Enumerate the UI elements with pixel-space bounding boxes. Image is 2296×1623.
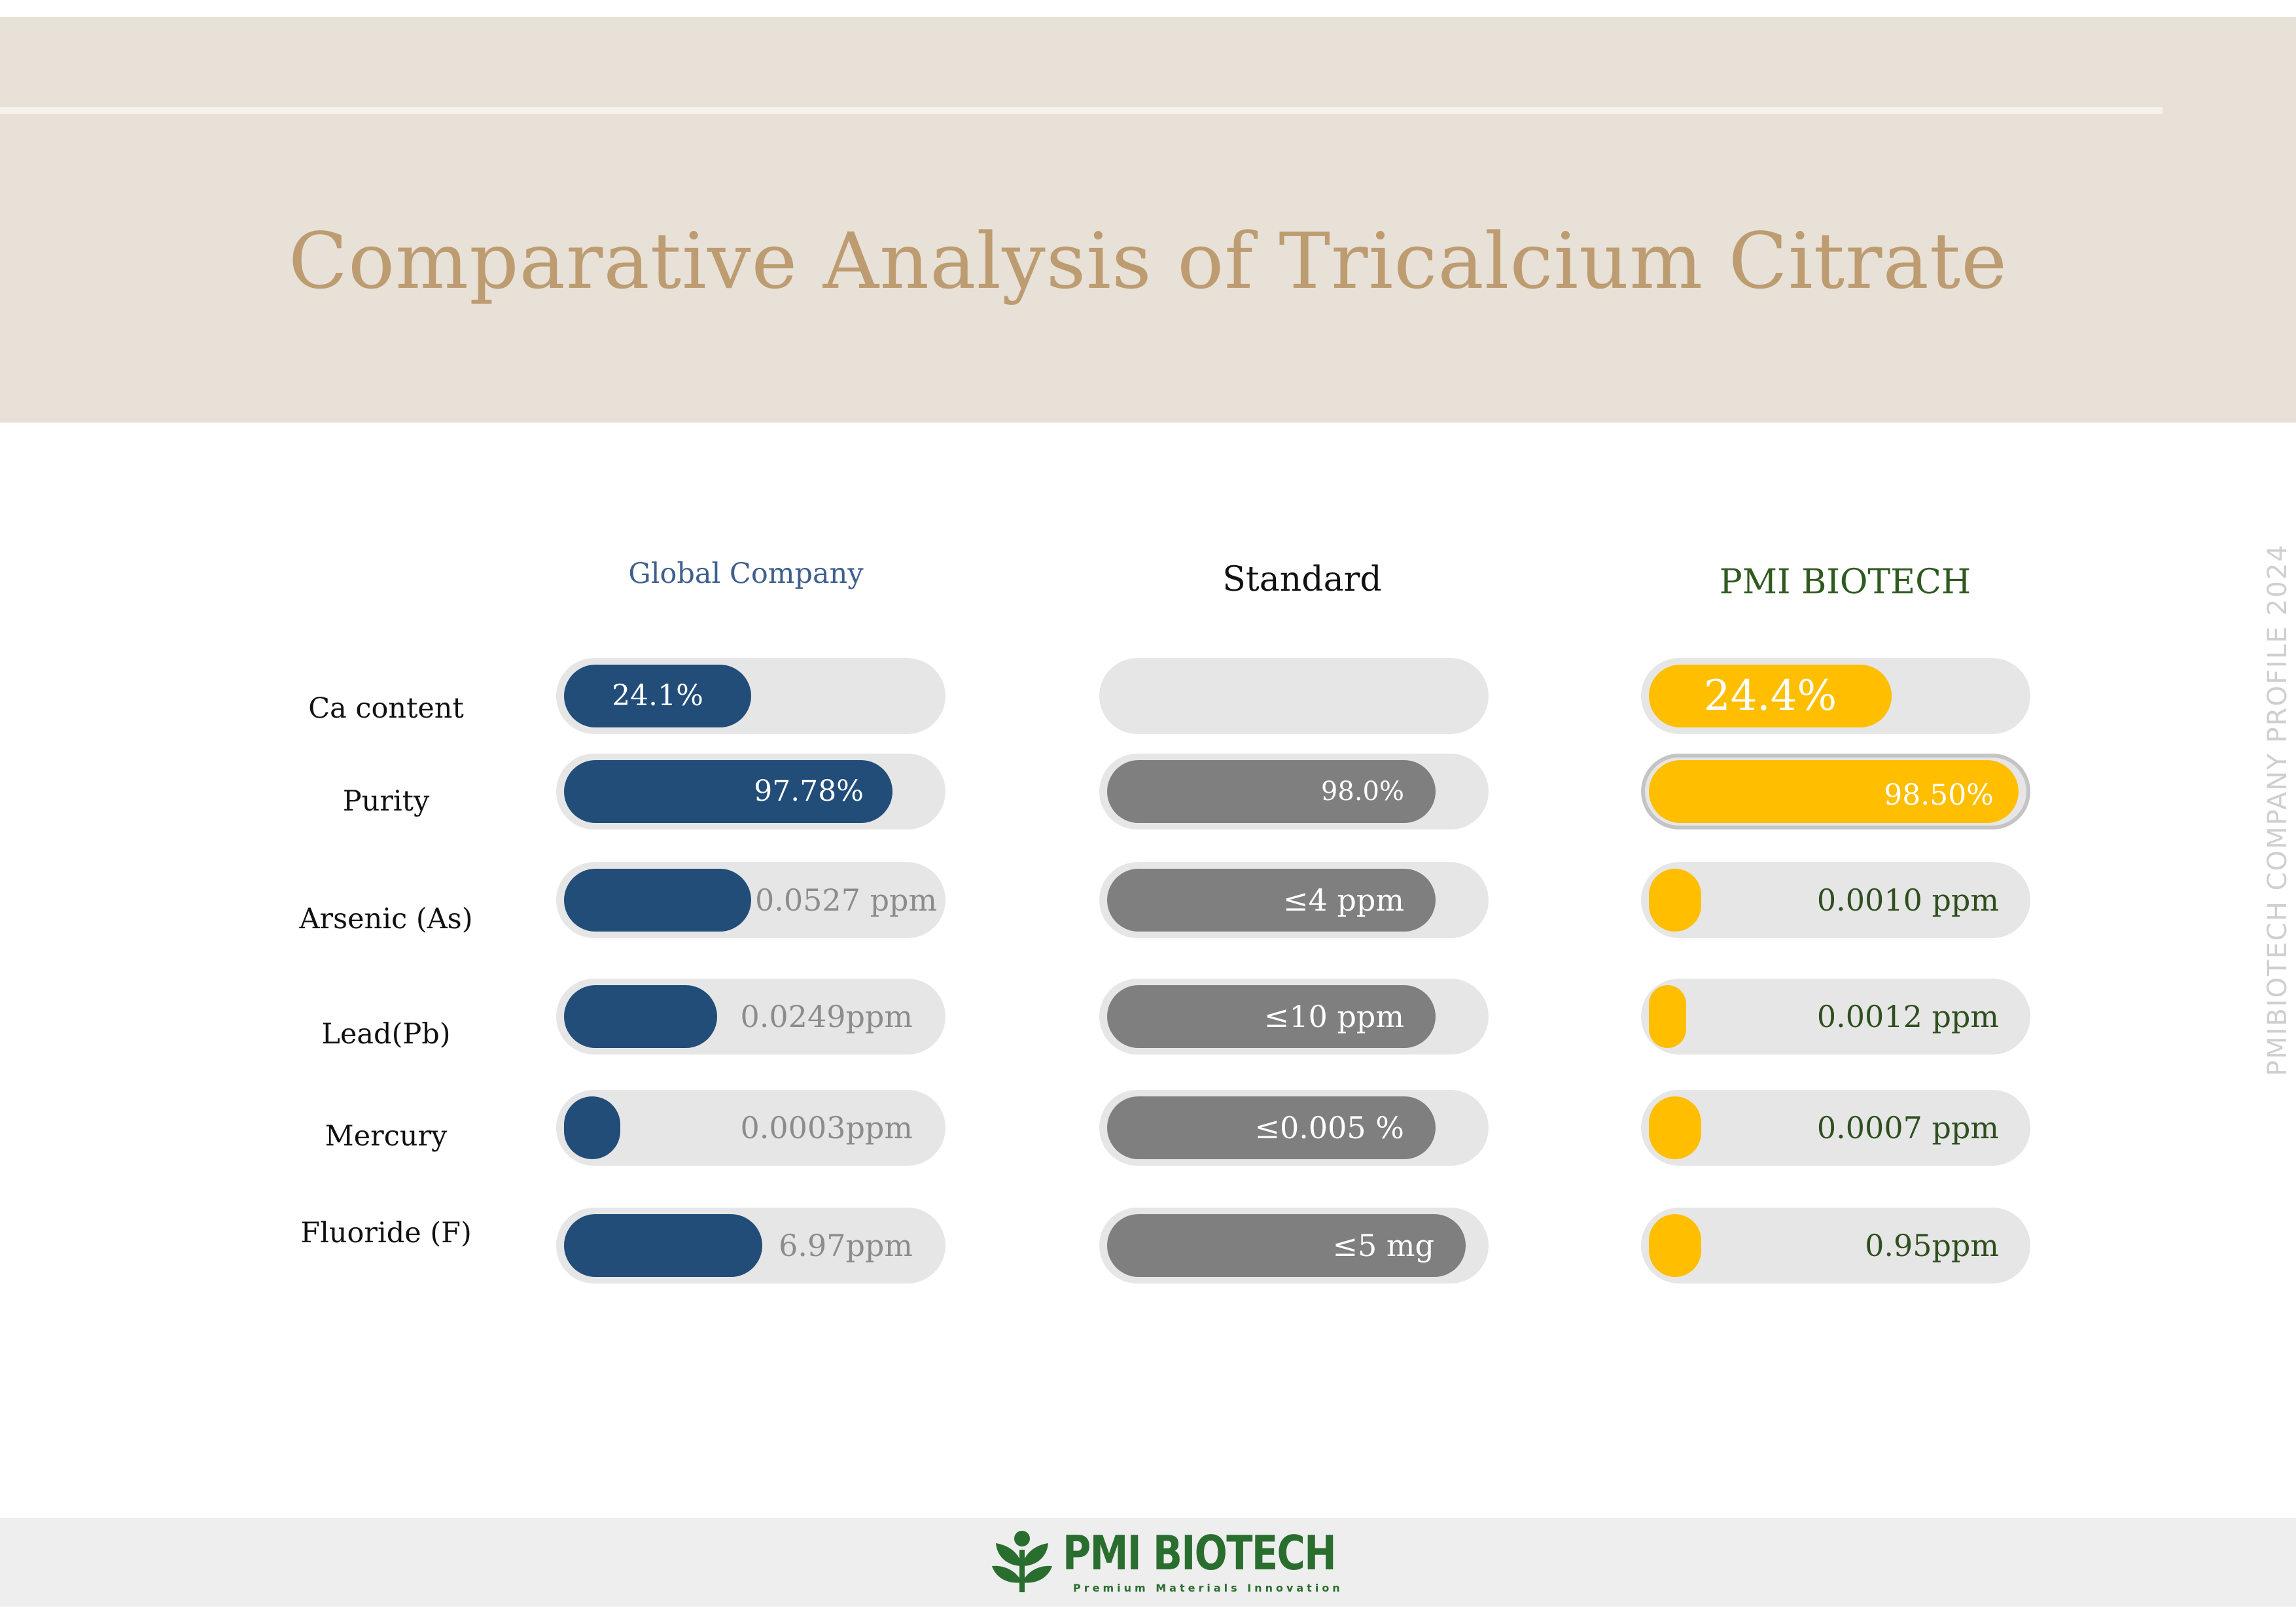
header-band xyxy=(0,17,2296,423)
bar-fill-global-company xyxy=(564,760,892,823)
bar-fill-pmi-biotech xyxy=(1649,665,1892,727)
bar-track-global-company: 24.1% xyxy=(556,658,945,734)
bar-value-label: 0.0003ppm xyxy=(740,1110,913,1145)
bar-track-pmi-biotech: 0.0012 ppm xyxy=(1641,979,2030,1055)
bar-track-pmi-biotech: 0.0010 ppm xyxy=(1641,862,2030,938)
bar-value-label: 0.0010 ppm xyxy=(1816,882,1999,918)
bar-track-pmi-biotech: 0.0007 ppm xyxy=(1641,1090,2030,1166)
bar-fill-standard xyxy=(1107,760,1436,823)
bar-value-label: ≤0.005 % xyxy=(1254,1110,1404,1145)
bar-fill-global-company xyxy=(564,1214,762,1277)
bar-value-label: 98.0% xyxy=(1320,777,1404,807)
bar-fill-pmi-biotech xyxy=(1649,869,1701,932)
bar-fill-global-company xyxy=(564,665,751,727)
bar-value-label: 98.50% xyxy=(1884,778,1994,812)
bar-value-label: 0.0249ppm xyxy=(740,999,913,1034)
logo-tagline: Premium Materials Innovation xyxy=(1073,1582,1343,1594)
header-rule xyxy=(0,107,2163,114)
bar-fill-standard xyxy=(1107,985,1436,1048)
page-title: Comparative Analysis of Tricalcium Citra… xyxy=(288,216,2008,306)
bar-track-pmi-biotech: 0.95ppm xyxy=(1641,1208,2030,1283)
row-label: Purity xyxy=(342,785,430,818)
bar-track-standard: ≤10 ppm xyxy=(1099,979,1489,1055)
bar-value-label: 0.0527 ppm xyxy=(755,882,938,918)
logo-name: PMI BIOTECH xyxy=(1063,1526,1337,1580)
row-label: Mercury xyxy=(325,1120,448,1153)
pmi-biotech-logo: PMI BIOTECH Premium Materials Innovation xyxy=(989,1524,1340,1603)
bar-track-global-company: 0.0003ppm xyxy=(556,1090,945,1166)
bar-track-standard: ≤5 mg xyxy=(1099,1208,1489,1283)
bar-track-global-company: 97.78% xyxy=(556,754,945,829)
row-label: Fluoride (F) xyxy=(300,1217,472,1249)
bar-value-label: ≤5 mg xyxy=(1332,1228,1435,1263)
bar-track-pmi-biotech: 98.50% xyxy=(1641,754,2030,829)
bar-track-global-company: 6.97ppm xyxy=(556,1208,945,1283)
bar-value-label: 97.78% xyxy=(754,775,864,808)
footer-band xyxy=(0,1518,2296,1607)
column-header-standard: Standard xyxy=(1222,560,1382,599)
bar-value-label: 0.95ppm xyxy=(1865,1228,1999,1263)
bar-value-label: 24.1% xyxy=(612,679,703,712)
bar-track-standard: ≤0.005 % xyxy=(1099,1090,1489,1166)
bar-fill-standard xyxy=(1107,1214,1466,1277)
row-label: Arsenic (As) xyxy=(299,903,473,935)
side-profile-text: PMIBIOTECH COMPANY PROFILE 2024 xyxy=(2263,544,2293,1076)
bar-track-standard: 98.0% xyxy=(1099,754,1489,829)
bar-track-pmi-biotech: 24.4% xyxy=(1641,658,2030,734)
bar-track-global-company: 0.0249ppm xyxy=(556,979,945,1055)
bar-fill-standard xyxy=(1107,1096,1436,1159)
bar-track-standard: ≤4 ppm xyxy=(1099,862,1489,938)
bar-value-label: ≤4 ppm xyxy=(1283,882,1404,918)
column-header-pmi-biotech: PMI BIOTECH xyxy=(1719,563,1971,602)
row-label: Lead(Pb) xyxy=(321,1018,451,1051)
bar-value-label: 0.0007 ppm xyxy=(1816,1110,1999,1145)
bar-track-standard xyxy=(1099,658,1489,734)
bar-fill-pmi-biotech xyxy=(1649,985,1686,1048)
bar-fill-pmi-biotech xyxy=(1649,760,2019,823)
bar-fill-pmi-biotech xyxy=(1649,1096,1701,1159)
bar-fill-pmi-biotech xyxy=(1649,1214,1701,1277)
bar-value-label: 0.0012 ppm xyxy=(1816,999,1999,1034)
row-label: Ca content xyxy=(308,692,464,725)
leaf-sprout-icon xyxy=(992,1531,1052,1592)
bar-value-label: ≤10 ppm xyxy=(1263,999,1404,1034)
bar-fill-global-company xyxy=(564,985,717,1048)
bar-fill-global-company xyxy=(564,869,751,932)
column-header-global-company: Global Company xyxy=(628,557,864,590)
bar-value-label: 24.4% xyxy=(1703,672,1837,720)
bar-fill-global-company xyxy=(564,1096,620,1159)
bar-fill-standard xyxy=(1107,869,1436,932)
bar-track-global-company: 0.0527 ppm xyxy=(556,862,945,938)
bar-value-label: 6.97ppm xyxy=(779,1228,913,1263)
